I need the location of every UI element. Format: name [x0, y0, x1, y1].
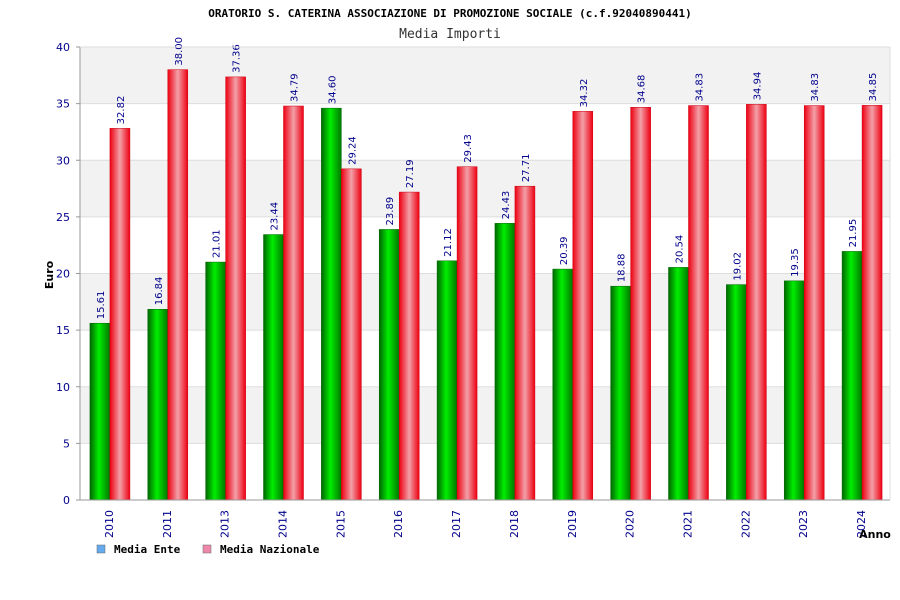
bar-media-nazionale: [572, 111, 594, 501]
bar-media-ente: [668, 267, 689, 501]
chart-title: ORATORIO S. CATERINA ASSOCIAZIONE DI PRO…: [208, 7, 691, 20]
y-axis-label: Euro: [43, 260, 56, 289]
plot-band: [80, 47, 890, 104]
chart-subtitle: Media Importi: [399, 27, 501, 42]
legend-swatch-media-ente: [96, 544, 106, 554]
y-tick-label: 40: [56, 41, 70, 54]
data-label: 23.89: [385, 197, 396, 226]
x-tick-label: 2015: [334, 510, 347, 538]
bar-media-nazionale: [225, 76, 246, 501]
bar-media-nazionale: [398, 191, 420, 501]
bar-media-ente: [147, 309, 169, 501]
data-label: 21.01: [212, 229, 223, 258]
bar-media-ente: [610, 285, 631, 501]
data-label: 21.12: [443, 228, 454, 257]
bar-media-nazionale: [514, 185, 536, 501]
x-tick-label: 2014: [277, 510, 290, 538]
y-tick-label: 0: [63, 494, 70, 507]
y-tick-label: 20: [56, 268, 70, 281]
x-tick-label: 2019: [566, 510, 579, 538]
x-tick-label: 2013: [219, 510, 232, 538]
y-tick-label: 10: [56, 381, 70, 394]
legend: Media Ente Media Nazionale: [96, 543, 320, 556]
bar-media-ente: [321, 107, 342, 501]
bar-media-ente: [841, 251, 863, 501]
y-tick-label: 5: [63, 437, 70, 450]
bar-media-nazionale: [746, 104, 767, 501]
data-label: 37.36: [232, 44, 243, 73]
y-axis-ticks: 0 5 10 15 20 25 30 35 40: [56, 41, 80, 507]
data-labels: 15.61 32.82 16.84 38.00 21.01 37.36 23.44 34.79…: [96, 37, 879, 319]
x-tick-label: 2017: [450, 510, 463, 538]
data-label: 16.84: [154, 277, 165, 306]
legend-label-media-ente: Media Ente: [114, 543, 181, 556]
x-tick-label: 2010: [103, 510, 116, 538]
bar-media-ente: [436, 260, 458, 501]
x-tick-label: 2024: [855, 510, 868, 538]
bar-media-nazionale: [630, 106, 651, 501]
bar-media-ente: [89, 322, 111, 501]
data-label: 27.19: [405, 159, 416, 188]
bar-media-ente: [783, 280, 805, 501]
bar-media-ente: [552, 268, 574, 501]
data-label: 29.43: [463, 134, 474, 163]
bar-media-ente: [205, 261, 226, 501]
data-label: 19.35: [790, 248, 801, 277]
bar-media-ente: [263, 234, 284, 501]
x-tick-label: 2011: [161, 510, 174, 538]
data-label: 20.39: [559, 236, 570, 265]
data-label: 34.32: [579, 79, 590, 108]
data-label: 34.83: [695, 73, 706, 102]
data-label: 19.02: [732, 252, 743, 281]
data-label: 23.44: [270, 202, 281, 231]
y-tick-label: 35: [56, 98, 70, 111]
data-label: 15.61: [96, 291, 107, 320]
bar-media-ente: [494, 223, 516, 501]
x-axis-ticks: 2010 2011 2013 2014 2015 2016 2017 2018 2019 2020…: [103, 510, 868, 538]
data-label: 34.83: [810, 73, 821, 102]
bar-media-nazionale: [283, 105, 304, 501]
bar-media-ente: [378, 229, 400, 501]
data-label: 34.60: [327, 76, 338, 105]
bar-media-nazionale: [109, 128, 131, 501]
plot-band: [80, 160, 890, 217]
data-label: 34.79: [290, 73, 301, 102]
legend-label-media-nazionale: Media Nazionale: [220, 543, 320, 556]
x-tick-label: 2022: [739, 510, 752, 538]
legend-swatch-media-nazionale: [202, 544, 212, 554]
data-label: 34.68: [637, 75, 648, 104]
x-tick-label: 2018: [508, 510, 521, 538]
y-tick-label: 25: [56, 211, 70, 224]
y-tick-label: 15: [56, 324, 70, 337]
bar-media-nazionale: [803, 105, 825, 501]
bar-media-nazionale: [688, 105, 709, 501]
x-tick-label: 2016: [392, 510, 405, 538]
bar-media-nazionale: [167, 69, 189, 501]
data-label: 20.54: [675, 235, 686, 264]
data-label: 38.00: [174, 37, 185, 66]
data-label: 34.94: [752, 72, 763, 101]
data-label: 24.43: [501, 191, 512, 220]
x-axis-label: Anno: [859, 528, 891, 541]
data-label: 27.71: [521, 154, 532, 183]
plot-band: [80, 273, 890, 331]
plot-band: [80, 386, 890, 444]
x-tick-label: 2023: [797, 510, 810, 538]
axes: [79, 46, 891, 501]
data-label: 34.85: [868, 73, 879, 102]
bar-media-ente: [726, 284, 747, 501]
bar-media-nazionale: [341, 168, 362, 501]
data-label: 18.88: [617, 254, 628, 283]
bars: [89, 69, 883, 501]
x-tick-label: 2020: [624, 510, 637, 538]
y-tick-label: 30: [56, 154, 70, 167]
data-label: 21.95: [848, 219, 859, 248]
data-label: 32.82: [116, 96, 127, 125]
bar-media-nazionale: [861, 105, 883, 501]
x-tick-label: 2021: [682, 510, 695, 538]
bar-media-nazionale: [456, 166, 478, 501]
data-label: 29.24: [347, 136, 358, 165]
